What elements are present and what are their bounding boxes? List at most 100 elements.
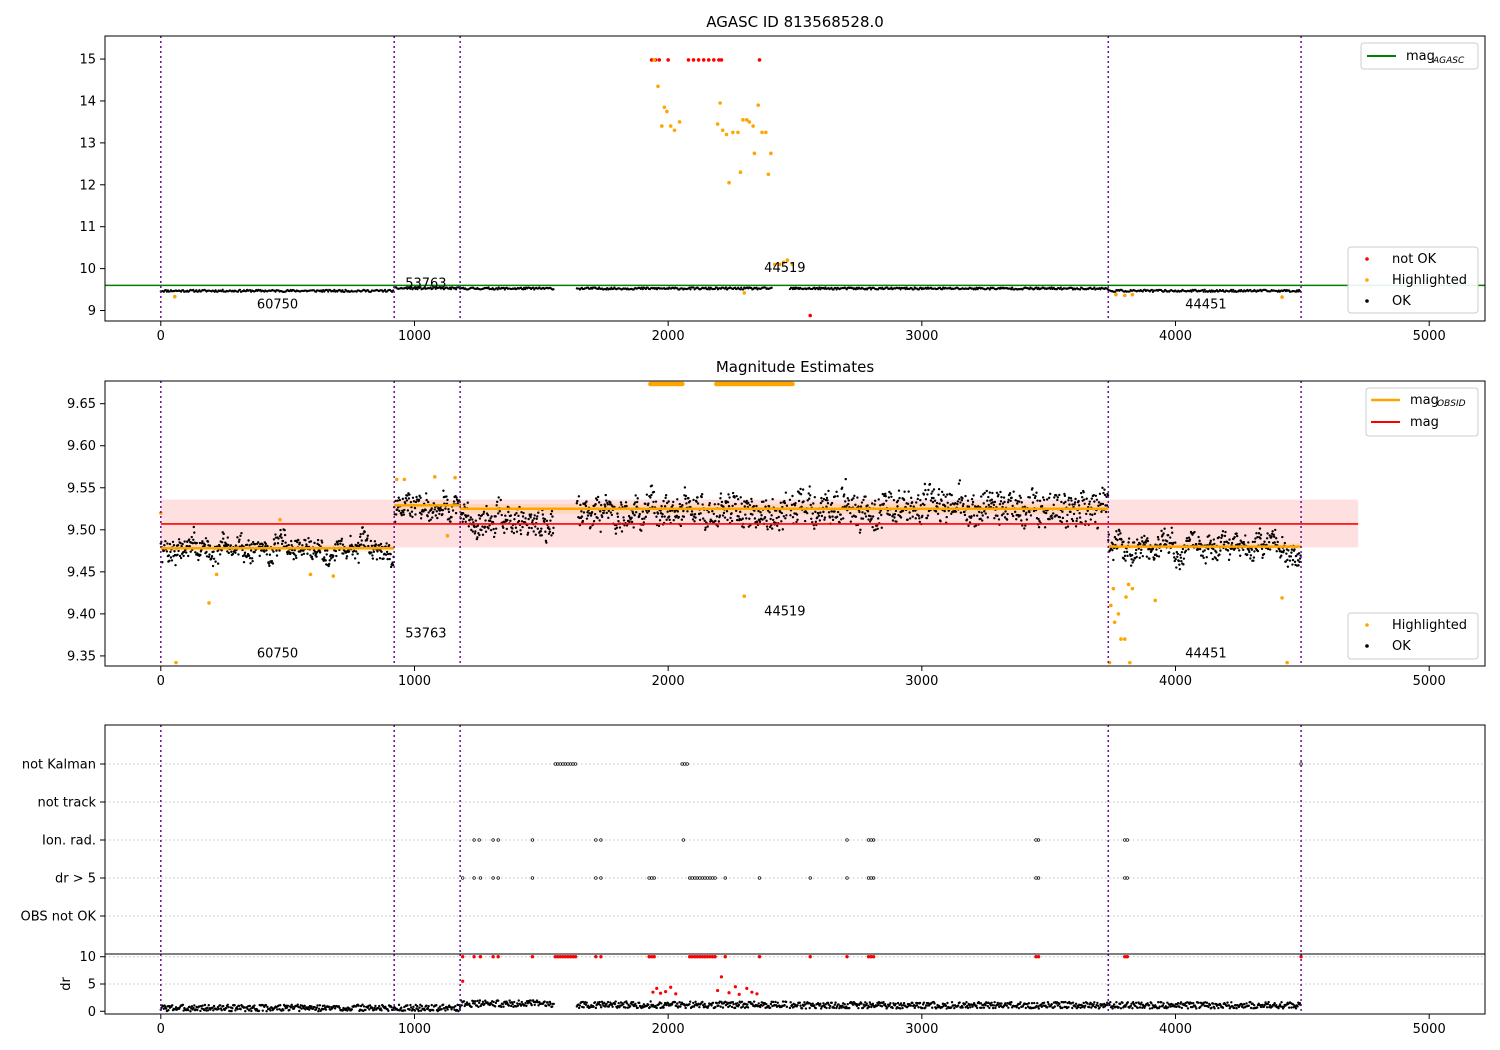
ok-point bbox=[280, 542, 284, 546]
ok-point bbox=[1227, 542, 1230, 545]
ok-point bbox=[825, 505, 828, 508]
ok-point bbox=[1058, 493, 1061, 497]
flag-point bbox=[685, 762, 689, 766]
ok-point bbox=[1230, 541, 1234, 545]
dr-point bbox=[362, 1005, 366, 1008]
ok-point bbox=[449, 288, 453, 291]
ok-point bbox=[647, 502, 650, 505]
highlighted-point bbox=[1119, 637, 1123, 641]
highlighted-point bbox=[1130, 586, 1135, 591]
ok-point bbox=[206, 540, 210, 543]
ok-point bbox=[708, 503, 711, 507]
ok-point bbox=[890, 495, 893, 498]
ok-point bbox=[1212, 547, 1215, 551]
ok-point bbox=[448, 517, 451, 520]
ok-point bbox=[717, 502, 720, 506]
dr-point bbox=[771, 1000, 775, 1004]
ok-point bbox=[977, 510, 981, 514]
ok-point bbox=[349, 534, 352, 538]
dr-point bbox=[1126, 1001, 1130, 1004]
ok-point bbox=[208, 544, 212, 547]
ok-point bbox=[748, 503, 752, 507]
ok-point bbox=[1243, 543, 1246, 546]
ok-point bbox=[1096, 526, 1100, 529]
dr-point bbox=[730, 1005, 734, 1009]
ok-point bbox=[799, 493, 803, 496]
dr-point bbox=[956, 1004, 960, 1007]
ok-point bbox=[1063, 494, 1067, 498]
ok-point bbox=[1051, 517, 1054, 520]
ok-point bbox=[1078, 516, 1082, 519]
ok-point bbox=[452, 500, 456, 503]
ok-point bbox=[880, 526, 883, 529]
dr-point bbox=[655, 1006, 658, 1010]
ok-point bbox=[1268, 534, 1271, 537]
ok-point bbox=[330, 557, 333, 560]
ok-point bbox=[1143, 534, 1146, 538]
ok-point bbox=[513, 517, 516, 521]
ok-point bbox=[684, 494, 688, 498]
ok-point bbox=[1202, 556, 1205, 560]
dr-point bbox=[822, 1002, 825, 1005]
dr-point bbox=[413, 1009, 417, 1012]
ok-point bbox=[386, 552, 390, 556]
ok-point bbox=[1144, 541, 1148, 544]
ok-point bbox=[450, 515, 453, 519]
dr-point bbox=[594, 1006, 598, 1010]
dr-point bbox=[1158, 1005, 1161, 1008]
dr-point bbox=[622, 1003, 625, 1006]
dr-point bbox=[1146, 1002, 1149, 1005]
dr-point bbox=[1039, 1003, 1043, 1006]
dr-point bbox=[737, 1003, 741, 1007]
dr-point bbox=[548, 1000, 552, 1004]
ok-point bbox=[755, 286, 758, 289]
ok-point bbox=[548, 527, 551, 531]
dr-point bbox=[789, 1001, 792, 1004]
ok-point bbox=[617, 519, 620, 523]
flag-point bbox=[808, 876, 812, 880]
ok-point bbox=[817, 288, 820, 291]
dr-point bbox=[966, 1006, 970, 1010]
flag-point bbox=[599, 876, 603, 880]
ok-point bbox=[1228, 553, 1232, 556]
ok-point bbox=[197, 558, 200, 562]
dr-point bbox=[494, 1001, 498, 1005]
ok-point bbox=[328, 562, 331, 566]
dr-point bbox=[979, 1002, 983, 1005]
ok-point bbox=[719, 497, 722, 500]
highlighted-point bbox=[720, 128, 725, 133]
ok-point bbox=[1159, 542, 1162, 546]
p2-y-tick-label: 9.60 bbox=[67, 439, 96, 454]
ok-point bbox=[1226, 549, 1230, 552]
ok-point bbox=[418, 494, 421, 498]
ok-point bbox=[1289, 555, 1293, 558]
ok-point bbox=[1063, 492, 1066, 496]
dr-point bbox=[237, 1004, 241, 1008]
dr-point bbox=[975, 1006, 979, 1010]
ok-point bbox=[323, 549, 327, 552]
ok-point bbox=[853, 494, 856, 498]
dr-point bbox=[551, 1005, 554, 1008]
dr-point bbox=[1111, 1007, 1114, 1010]
ok-point bbox=[596, 516, 599, 520]
dr-point bbox=[783, 1004, 786, 1007]
ok-point bbox=[604, 493, 607, 497]
ok-point bbox=[1261, 556, 1264, 560]
dr-point bbox=[533, 1003, 536, 1007]
ok-point bbox=[315, 555, 318, 558]
ok-point bbox=[1032, 509, 1036, 513]
ok-point bbox=[221, 288, 224, 291]
dr-point bbox=[1191, 1005, 1194, 1009]
dr-point bbox=[206, 1006, 209, 1010]
dr-point bbox=[248, 1004, 252, 1008]
ok-point bbox=[692, 498, 695, 502]
ok-point bbox=[1291, 563, 1294, 566]
ok-point bbox=[1176, 555, 1179, 558]
ok-point bbox=[1221, 534, 1224, 537]
ok-point bbox=[1037, 525, 1041, 529]
ok-point bbox=[664, 494, 668, 497]
dr-point bbox=[196, 1008, 199, 1012]
highlighted-point bbox=[781, 260, 786, 265]
ok-point bbox=[1291, 558, 1295, 562]
dr-point bbox=[944, 1004, 948, 1008]
